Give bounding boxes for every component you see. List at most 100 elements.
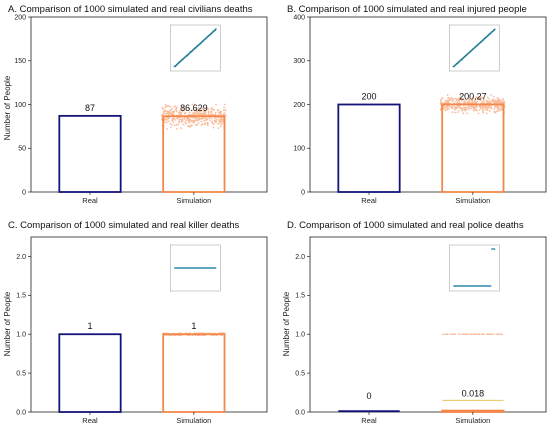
scatter-point xyxy=(220,114,222,117)
inset-point xyxy=(200,43,202,45)
scatter-point xyxy=(185,332,188,336)
scatter-point xyxy=(201,107,204,110)
data-label: 0 xyxy=(366,391,371,401)
scatter-point xyxy=(482,105,485,108)
scatter-point xyxy=(502,98,505,101)
scatter-point xyxy=(480,102,482,105)
inset-point xyxy=(485,36,487,38)
y-axis-label: Number of People xyxy=(3,291,12,356)
scatter-point xyxy=(503,111,506,114)
plot-area: 0 50 100 150 200 Real Simulation 87 86.629 xyxy=(14,14,268,205)
inset-point xyxy=(471,49,473,51)
scatter-point xyxy=(205,117,208,120)
scatter-point xyxy=(459,107,462,110)
scatter-point xyxy=(202,116,205,119)
inset-point xyxy=(477,44,479,46)
scatter-point xyxy=(161,106,164,109)
scatter-point xyxy=(458,101,461,103)
scatter-point xyxy=(486,107,489,110)
scatter-point xyxy=(471,100,474,103)
inset-point xyxy=(463,56,465,58)
scatter-point xyxy=(475,96,478,99)
y-tick-label: 1.5 xyxy=(16,293,26,300)
scatter-point xyxy=(491,333,494,336)
scatter-point xyxy=(221,122,224,125)
y-tick-label: 100 xyxy=(14,102,26,109)
scatter-point xyxy=(463,333,466,336)
inset-point xyxy=(457,63,459,65)
scatter-point xyxy=(495,110,498,113)
scatter-point xyxy=(180,113,182,116)
inset-point xyxy=(184,56,186,58)
scatter-point xyxy=(207,124,209,127)
scatter-point xyxy=(185,119,188,122)
scatter-point xyxy=(479,107,482,109)
inset-point xyxy=(493,29,495,31)
scatter-point xyxy=(495,410,498,412)
scatter-point xyxy=(214,116,217,119)
scatter-point xyxy=(446,99,449,102)
scatter-point xyxy=(199,108,202,110)
scatter-point xyxy=(169,115,172,118)
scatter-point xyxy=(477,95,480,98)
scatter-point xyxy=(175,107,178,110)
scatter-point xyxy=(198,110,201,113)
y-tick-label: 0.0 xyxy=(295,409,305,416)
scatter-point xyxy=(459,333,462,336)
data-label: 200 xyxy=(361,92,376,102)
scatter-point xyxy=(442,333,445,336)
inset-point xyxy=(480,41,482,43)
scatter-point xyxy=(482,100,485,102)
panel-c: C. Comparison of 1000 simulated and real… xyxy=(3,220,240,356)
scatter-point xyxy=(208,117,211,119)
scatter-point xyxy=(188,111,191,114)
scatter-point xyxy=(450,97,453,100)
scatter-point xyxy=(162,108,165,111)
scatter-point xyxy=(166,128,168,130)
scatter-point xyxy=(168,113,171,115)
scatter-point xyxy=(443,104,446,107)
scatter-point xyxy=(196,110,199,113)
scatter-point xyxy=(443,410,446,412)
scatter-point xyxy=(200,114,203,117)
scatter-point xyxy=(486,102,489,105)
scatter-point xyxy=(471,96,474,99)
scatter-point xyxy=(501,104,504,106)
scatter-point xyxy=(446,333,449,336)
inset-point xyxy=(176,64,178,66)
scatter-point xyxy=(460,99,463,102)
scatter-point xyxy=(212,126,215,129)
scatter-point xyxy=(162,117,165,119)
scatter-point xyxy=(462,333,465,336)
inset-point xyxy=(205,36,207,38)
inset-point xyxy=(195,47,197,49)
scatter-point xyxy=(172,112,175,115)
inset-point xyxy=(183,57,185,59)
axis-frame xyxy=(30,16,268,193)
scatter-point xyxy=(167,120,170,123)
axis-frame xyxy=(30,236,268,413)
scatter-point xyxy=(222,115,225,118)
panel-b: B. Comparison of 1000 simulated and real… xyxy=(287,4,527,15)
scatter-point xyxy=(454,410,457,412)
scatter-point xyxy=(476,410,479,412)
inset-point xyxy=(491,31,493,33)
scatter-point xyxy=(441,96,444,99)
scatter-point xyxy=(465,101,467,104)
inset-point xyxy=(201,42,203,44)
y-axis-label: Number of People xyxy=(3,75,12,140)
scatter-point xyxy=(462,103,465,106)
scatter-point xyxy=(193,103,196,106)
scatter-point xyxy=(180,118,183,121)
scatter-point xyxy=(483,333,485,336)
inset-plot xyxy=(448,24,500,72)
panel-title: D. Comparison of 1000 simulated and real… xyxy=(287,220,524,231)
scatter-point xyxy=(466,333,468,336)
scatter-point xyxy=(486,104,489,107)
scatter-point xyxy=(204,122,206,125)
scatter-point xyxy=(169,109,172,111)
scatter-point xyxy=(468,410,471,412)
scatter-point xyxy=(447,107,450,110)
scatter-point xyxy=(219,120,222,123)
scatter-point xyxy=(164,103,167,106)
